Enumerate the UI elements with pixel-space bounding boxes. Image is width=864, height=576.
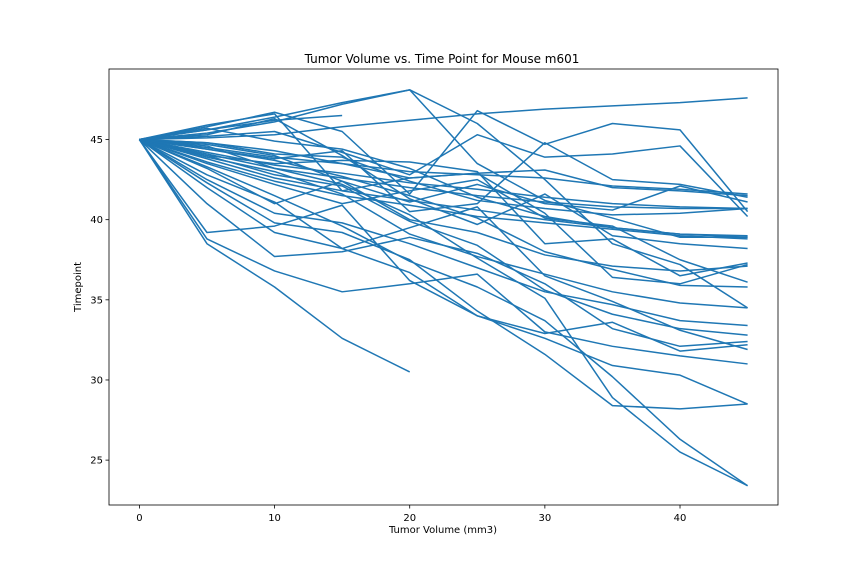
series-line-27 (139, 138, 748, 309)
series-line-28 (139, 138, 748, 211)
series-line-0 (139, 89, 748, 239)
x-tick-label-1: 10 (268, 513, 281, 524)
series-line-20 (138, 139, 748, 365)
series-line-5 (139, 130, 749, 217)
series-line-26 (139, 138, 748, 336)
x-axis-ticks: 0 10 20 30 40 (136, 505, 686, 524)
series-line-21 (138, 139, 411, 373)
series-line-25 (139, 138, 748, 487)
y-tick-label-2: 35 (90, 295, 103, 306)
x-tick-label-3: 30 (538, 513, 551, 524)
x-tick-label-4: 40 (674, 513, 687, 524)
y-tick-label-0: 25 (90, 456, 103, 467)
series-line-4 (139, 114, 343, 141)
series-line-16 (139, 138, 748, 327)
x-tick-label-2: 20 (403, 513, 416, 524)
series-line-31 (139, 113, 748, 285)
chart-title: Tumor Volume vs. Time Point for Mouse m6… (304, 52, 580, 66)
series-line-1 (139, 89, 748, 309)
series-line-19 (138, 139, 748, 352)
series-line-14 (139, 138, 748, 272)
series-line-11 (139, 138, 748, 240)
plot-frame (108, 68, 779, 506)
series-line-7 (139, 138, 748, 195)
x-axis-label: Tumor Volume (mm3) (388, 525, 497, 536)
series-line-24 (139, 138, 749, 487)
series-line-17 (138, 138, 748, 351)
series-line-33 (139, 138, 748, 216)
series-line-30 (139, 127, 748, 237)
y-axis-label: Timepoint (73, 262, 84, 313)
y-axis-ticks: 25 30 35 40 45 (90, 135, 109, 467)
y-tick-label-4: 45 (90, 135, 103, 146)
series-line-9 (139, 138, 748, 210)
y-tick-label-3: 40 (90, 215, 103, 226)
series-line-32 (139, 117, 748, 250)
series-line-8 (139, 138, 748, 210)
series-line-13 (139, 138, 748, 277)
series-line-2 (139, 97, 748, 141)
series-layer (138, 89, 749, 487)
x-tick-label-0: 0 (136, 513, 142, 524)
y-tick-label-1: 30 (90, 375, 103, 386)
series-line-29 (139, 138, 748, 288)
series-line-22 (139, 138, 748, 405)
series-line-12 (139, 138, 748, 213)
series-line-15 (139, 138, 748, 283)
